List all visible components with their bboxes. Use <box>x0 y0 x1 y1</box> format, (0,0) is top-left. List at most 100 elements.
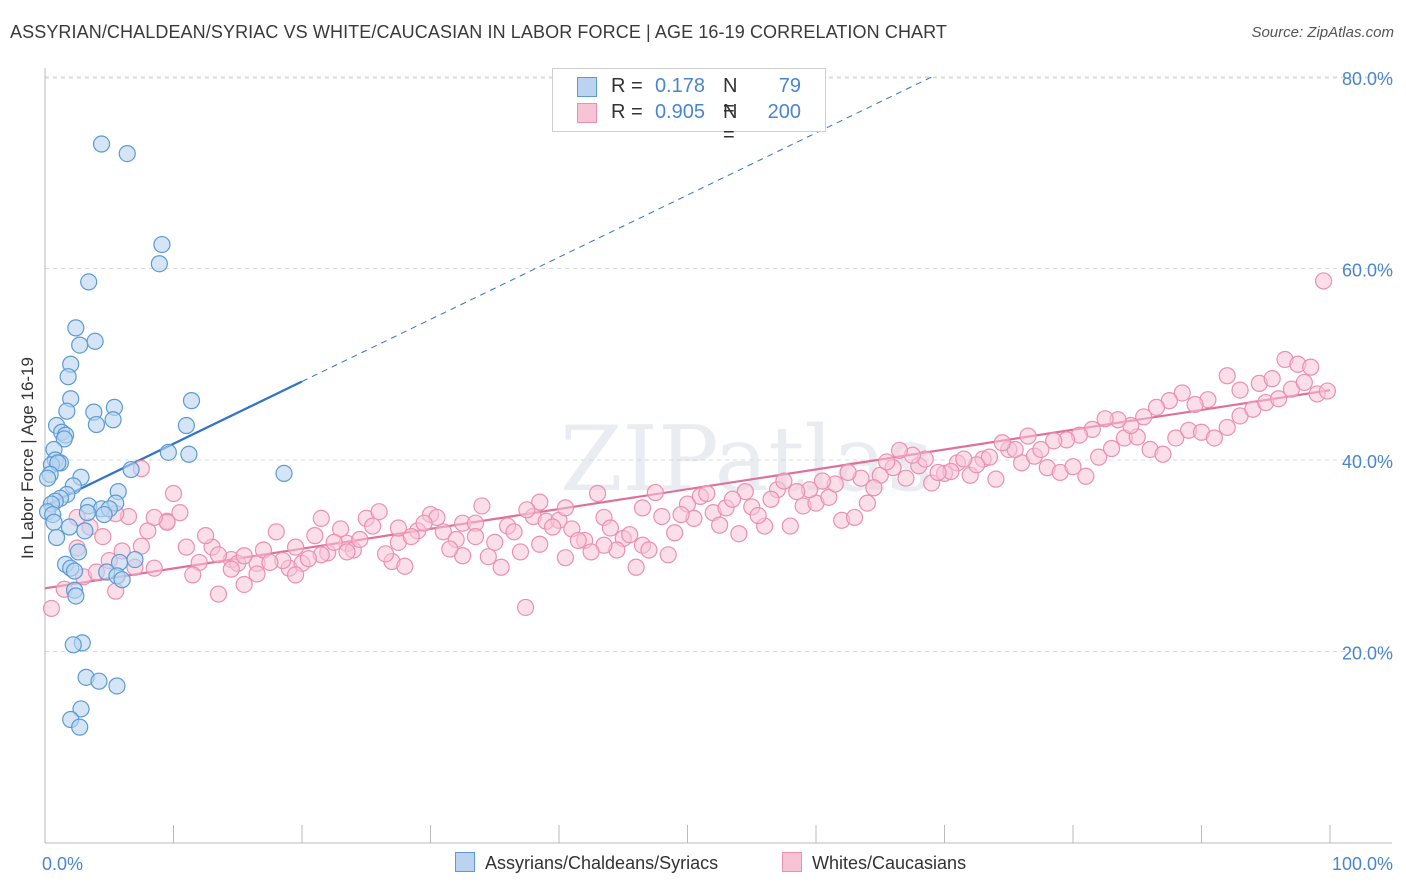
point-whites <box>845 508 864 527</box>
point-whites <box>479 548 497 566</box>
point-whites <box>1077 467 1095 485</box>
point-whites <box>1154 445 1172 463</box>
legend-r-label: R = <box>611 101 643 123</box>
point-whites <box>164 484 183 503</box>
point-whites <box>145 559 163 577</box>
point-assyrians <box>90 672 108 690</box>
bottom-legend-label: Whites/Caucasians <box>812 853 967 873</box>
axis-layer <box>44 68 1392 844</box>
point-whites <box>723 490 742 508</box>
point-whites <box>556 499 575 517</box>
point-whites <box>351 530 369 549</box>
point-whites <box>197 527 215 545</box>
point-assyrians <box>69 543 88 561</box>
point-assyrians <box>95 505 113 524</box>
point-whites <box>762 490 780 508</box>
chart-title: ASSYRIAN/CHALDEAN/SYRIAC VS WHITE/CAUCAS… <box>10 22 948 42</box>
point-whites <box>730 525 748 543</box>
bottom-legend-swatch-pink <box>782 852 802 872</box>
point-assyrians <box>64 636 82 654</box>
point-whites <box>415 514 433 532</box>
point-assyrians <box>45 513 63 531</box>
point-whites <box>736 482 754 501</box>
point-whites <box>306 527 324 545</box>
point-whites <box>929 463 947 482</box>
point-whites <box>588 484 607 503</box>
point-whites <box>621 526 639 544</box>
bottom-legend-assyrians: Assyrians/Chaldeans/Syriacs <box>455 852 718 874</box>
point-whites <box>235 547 253 565</box>
point-whites <box>396 557 414 575</box>
point-assyrians <box>72 700 90 718</box>
point-assyrians <box>55 430 73 448</box>
point-assyrians <box>113 571 131 589</box>
point-whites <box>1147 398 1166 416</box>
point-assyrians <box>59 368 77 386</box>
correlation-legend: R = 0.178 N = 79 R = 0.905 N = 200 <box>552 68 826 146</box>
point-whites <box>653 507 671 526</box>
legend-n-value: 200 <box>767 101 801 123</box>
point-whites <box>980 448 999 466</box>
point-whites <box>556 549 575 567</box>
point-assyrians <box>65 562 84 580</box>
point-whites <box>370 503 388 521</box>
point-whites <box>171 504 189 522</box>
point-whites <box>1314 272 1333 290</box>
point-whites <box>672 505 690 524</box>
point-assyrians <box>153 235 171 254</box>
point-assyrians <box>122 460 140 479</box>
legend-r-label: R = <box>611 75 643 97</box>
point-whites <box>1167 429 1185 447</box>
point-whites <box>646 483 664 502</box>
y-tick-label: 60.0% <box>1342 261 1393 281</box>
point-whites <box>434 523 452 541</box>
point-assyrians <box>47 528 66 547</box>
point-whites <box>1218 418 1236 437</box>
label-layer: 20.0% 40.0% 60.0% 80.0% 0.0% 100.0% In Labor F… <box>18 69 1393 874</box>
point-whites <box>749 506 767 525</box>
point-whites <box>209 585 228 603</box>
point-whites <box>1269 390 1288 408</box>
point-assyrians <box>126 550 144 569</box>
point-whites <box>813 472 832 490</box>
points-layer <box>38 135 1337 736</box>
point-whites <box>389 519 407 537</box>
point-whites <box>1032 440 1050 459</box>
point-whites <box>569 531 587 550</box>
point-assyrians <box>182 392 201 410</box>
point-assyrians <box>118 145 136 163</box>
point-whites <box>659 546 677 564</box>
source-label: Source: ZipAtlas.com <box>1251 24 1394 41</box>
legend-swatch-blue <box>577 77 597 97</box>
point-whites <box>1045 432 1063 450</box>
point-whites <box>1295 373 1313 392</box>
point-whites <box>286 566 305 584</box>
point-assyrians <box>87 415 106 434</box>
point-whites <box>839 463 857 482</box>
point-whites <box>261 553 279 572</box>
point-whites <box>441 540 459 558</box>
point-whites <box>1102 439 1121 458</box>
point-whites <box>1318 382 1337 400</box>
point-whites <box>890 441 909 460</box>
point-whites <box>711 516 729 534</box>
bottom-legend-whites: Whites/Caucasians <box>782 852 966 874</box>
point-assyrians <box>86 332 104 350</box>
point-whites <box>1090 448 1108 466</box>
point-whites <box>781 517 799 535</box>
point-whites <box>364 517 382 535</box>
point-whites <box>601 519 620 537</box>
point-whites <box>627 558 645 576</box>
point-assyrians <box>76 522 94 540</box>
point-whites <box>286 538 305 556</box>
point-whites <box>94 527 112 546</box>
point-whites <box>633 499 652 517</box>
point-whites <box>511 543 530 561</box>
point-whites <box>531 493 549 511</box>
point-whites <box>865 479 883 497</box>
point-whites <box>466 527 485 546</box>
point-whites <box>177 538 195 556</box>
point-whites <box>248 565 266 583</box>
point-assyrians <box>78 504 97 522</box>
point-assyrians <box>92 135 111 153</box>
